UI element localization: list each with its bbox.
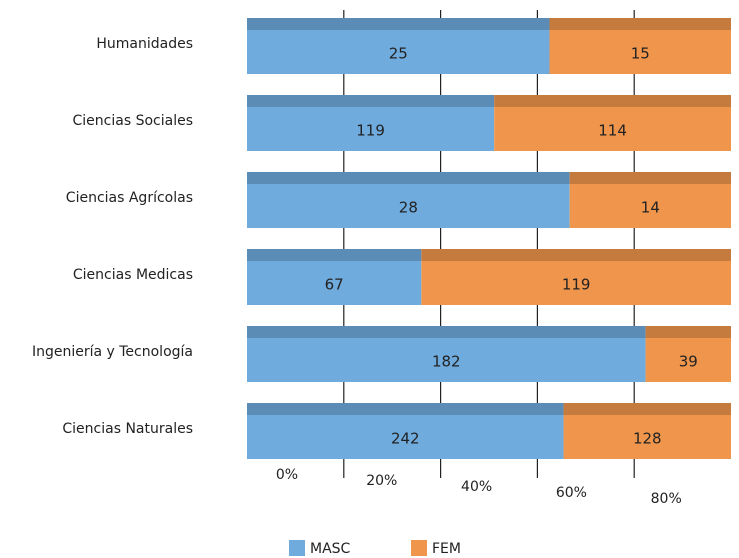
bar-top (247, 95, 495, 107)
bar-top (569, 172, 731, 184)
grid (343, 10, 635, 478)
value-label: 114 (598, 122, 627, 140)
legend-swatch (411, 540, 427, 556)
value-label: 67 (325, 276, 344, 294)
bar-top (247, 403, 564, 415)
x-tick-label: 40% (461, 479, 492, 495)
bar-top (247, 326, 646, 338)
legend-swatch (289, 540, 305, 556)
category-label: Ciencias Medicas (73, 267, 193, 283)
bar-top (645, 326, 731, 338)
category-label: Humanidades (96, 36, 193, 52)
bar (563, 415, 731, 459)
x-tick-label: 0% (276, 467, 298, 483)
bar-top (563, 403, 731, 415)
bar-top (494, 95, 731, 107)
value-label: 128 (633, 430, 662, 448)
bar (247, 415, 564, 459)
value-label: 242 (391, 430, 420, 448)
bar (247, 184, 570, 228)
bar-top (549, 18, 731, 30)
bar-top (421, 249, 731, 261)
bar (549, 30, 731, 74)
x-tick-label: 20% (366, 473, 397, 489)
legend-label: MASC (310, 541, 351, 557)
bar (247, 338, 646, 382)
value-label: 25 (389, 45, 408, 63)
bar (421, 261, 731, 305)
bar (645, 338, 731, 382)
category-label: Ciencias Sociales (73, 113, 193, 129)
category-label: Ciencias Naturales (62, 421, 193, 437)
bar (247, 261, 422, 305)
x-tick-label: 80% (651, 491, 682, 507)
bar (247, 30, 550, 74)
value-label: 39 (679, 353, 698, 371)
bar-top (247, 172, 570, 184)
category-label: Ciencias Agrícolas (66, 190, 193, 206)
bar-top (247, 18, 550, 30)
bar (569, 184, 731, 228)
x-tick-label: 60% (556, 485, 587, 501)
bar-top (247, 249, 422, 261)
value-label: 119 (356, 122, 385, 140)
bars (247, 18, 731, 459)
category-label: Ingeniería y Tecnología (32, 344, 193, 360)
value-label: 15 (631, 45, 650, 63)
value-label: 14 (641, 199, 660, 217)
value-label: 28 (399, 199, 418, 217)
value-label: 182 (432, 353, 461, 371)
legend-label: FEM (432, 541, 461, 557)
value-label: 119 (562, 276, 591, 294)
bar (494, 107, 731, 151)
bar (247, 107, 495, 151)
